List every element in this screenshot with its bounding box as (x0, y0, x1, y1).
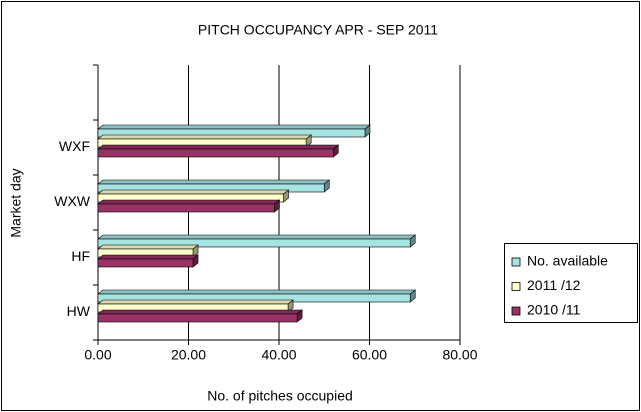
y-tick-label: WXW (54, 193, 91, 209)
bar-top (97, 234, 417, 240)
bar-top (97, 299, 294, 305)
legend-swatch (511, 306, 521, 316)
bar-top (97, 309, 303, 315)
bar (97, 148, 334, 158)
x-tick-label: 40.00 (261, 347, 296, 363)
x-tick-label: 20.00 (171, 347, 206, 363)
legend-box (504, 243, 638, 323)
bar-top (97, 199, 281, 205)
y-axis-label: Market day (8, 168, 24, 237)
legend-label: 2010 /11 (527, 302, 581, 318)
legend-label: No. available (527, 253, 608, 269)
bar (97, 203, 275, 213)
bar-top (97, 124, 371, 130)
bar-top (97, 144, 340, 150)
bar-top (97, 244, 199, 250)
bar (97, 313, 298, 323)
legend-swatch (511, 257, 521, 267)
bar (97, 258, 194, 268)
y-tick-label: HF (71, 248, 90, 264)
y-tick-label: HW (67, 303, 91, 319)
x-tick-label: 0.00 (84, 347, 111, 363)
bar-top (97, 134, 313, 140)
bar-top (97, 179, 331, 185)
x-tick-label: 60.00 (352, 347, 387, 363)
y-tick-label: WXF (59, 138, 90, 154)
chart-title: PITCH OCCUPANCY APR - SEP 2011 (198, 22, 438, 38)
bar-top (97, 189, 290, 195)
bar (97, 238, 411, 248)
x-tick-label: 80.00 (442, 347, 477, 363)
legend-swatch (511, 282, 521, 291)
bar-top (97, 289, 417, 295)
x-axis-label: No. of pitches occupied (207, 388, 353, 404)
bar-top (97, 254, 199, 260)
legend-label: 2011 /12 (527, 277, 581, 293)
